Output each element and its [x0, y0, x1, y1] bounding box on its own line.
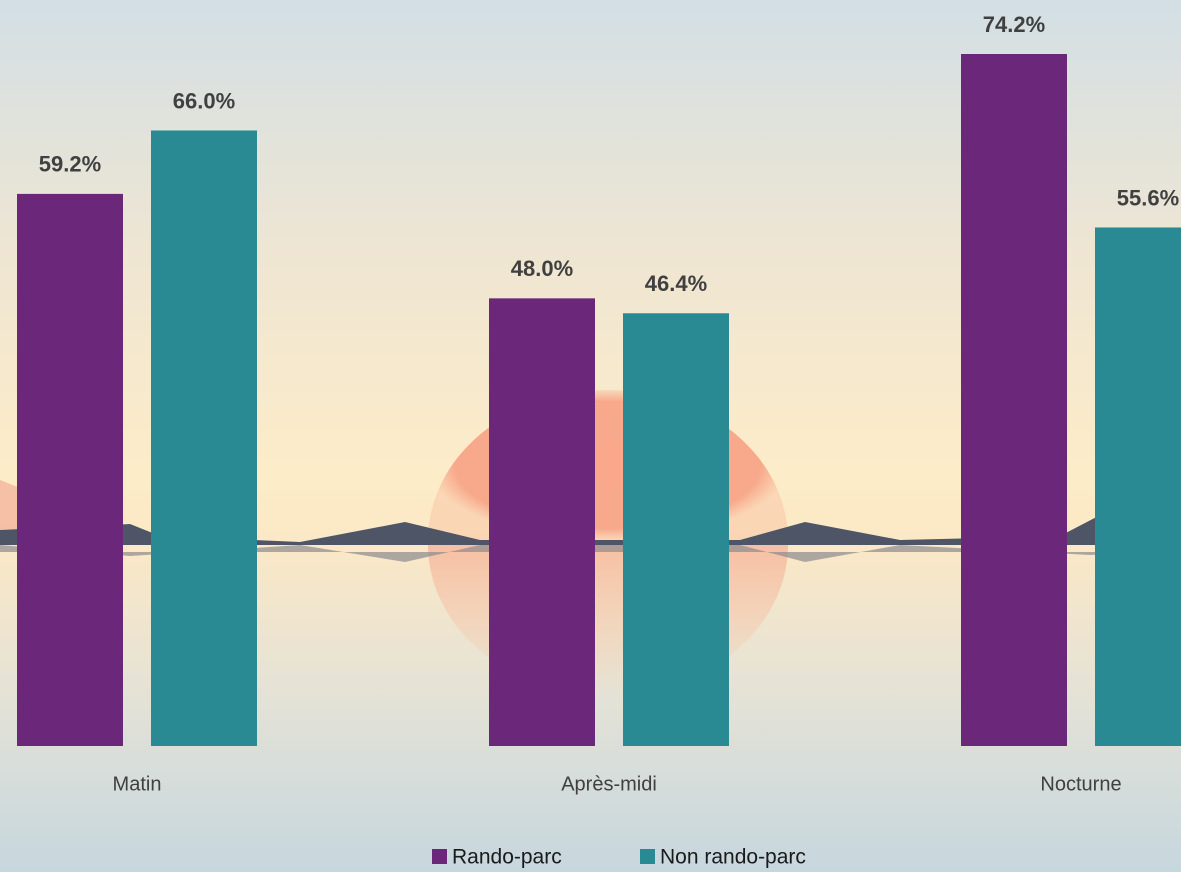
bar [1095, 227, 1181, 746]
plot-area: Matin 59.2% 66.0% Après-midi 48.0% 46.4% Noctu… [17, 12, 1181, 795]
bar [961, 54, 1067, 746]
x-tick-label: Matin [113, 773, 162, 795]
x-tick-label: Nocturne [1040, 773, 1121, 795]
data-label: 48.0% [511, 256, 573, 281]
legend-swatch [640, 849, 655, 864]
legend-label: Rando-parc [452, 846, 562, 869]
bar [17, 193, 123, 746]
data-label: 74.2% [983, 12, 1045, 37]
bar [623, 313, 729, 746]
x-tick-label: Après-midi [561, 773, 657, 795]
data-label: 46.4% [645, 271, 707, 296]
data-label: 59.2% [39, 152, 101, 177]
bar [151, 130, 257, 747]
data-label: 55.6% [1117, 185, 1179, 210]
legend-swatch [432, 849, 447, 864]
data-label: 66.0% [173, 88, 235, 113]
bar [489, 298, 595, 746]
legend: Rando-parc Non rando-parc [432, 846, 806, 869]
legend-label: Non rando-parc [660, 846, 806, 869]
